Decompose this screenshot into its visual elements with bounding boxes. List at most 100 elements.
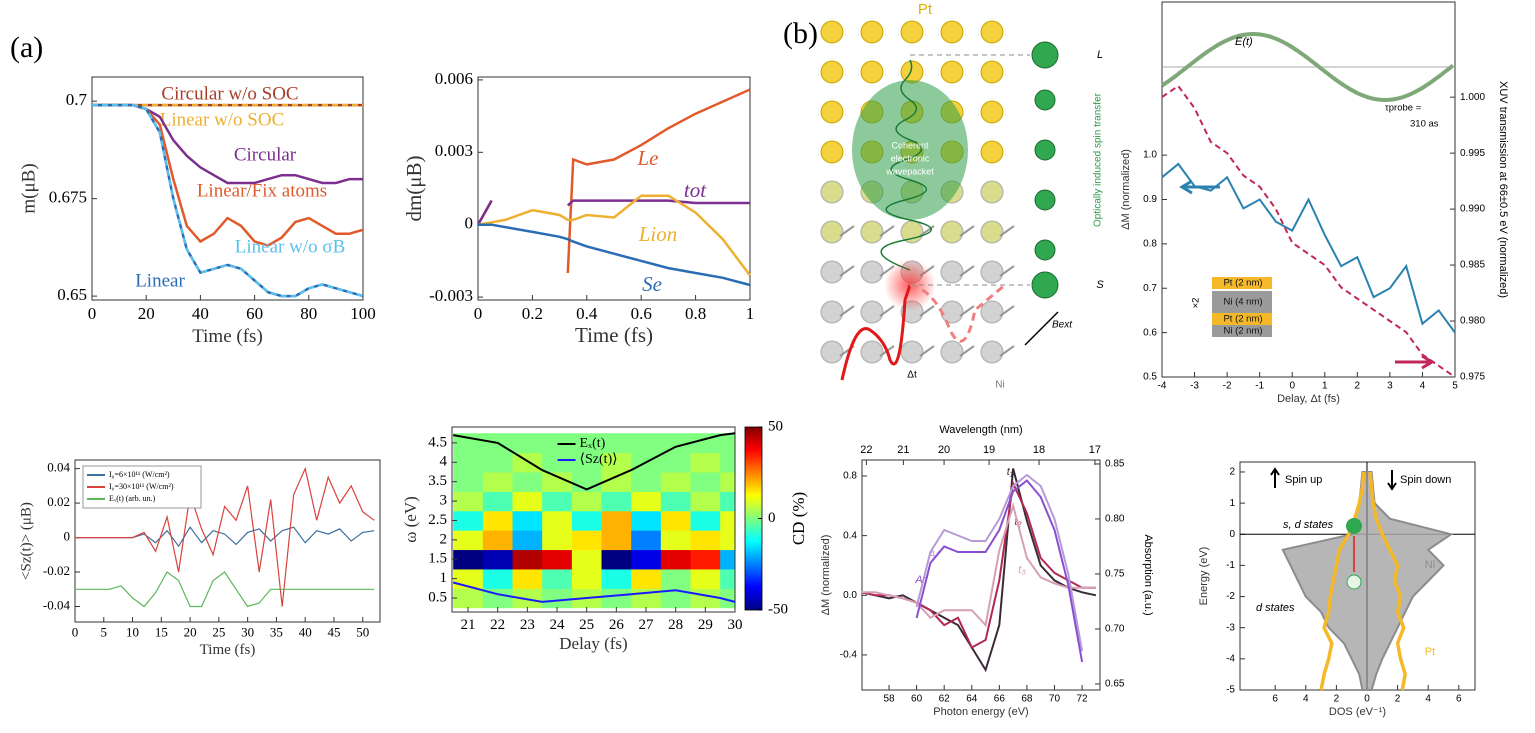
heat-cell <box>571 452 603 473</box>
series-line <box>476 199 750 226</box>
chart: 0 20 40 60 80 100 0.65 0.675 0.7 Time (fs) m(μB) Ci… <box>18 76 376 347</box>
series-label: Pt <box>1425 646 1435 658</box>
x-tick-label: 0 <box>72 625 79 640</box>
x-tick-label: 15 <box>155 625 168 640</box>
colorbar-label: CD (%) <box>789 492 808 545</box>
spin-arrow <box>999 265 1015 277</box>
y-tick-label: 0 <box>1229 529 1235 540</box>
plot-frame <box>451 426 736 613</box>
spin-arrow <box>919 305 935 317</box>
spin-ball <box>1034 139 1056 161</box>
series-line <box>477 194 751 277</box>
spin-ball <box>1034 89 1056 111</box>
heat-cell <box>453 471 484 492</box>
annotation: s, d states <box>1283 519 1334 531</box>
series-label: tot <box>684 178 707 202</box>
spin-arrow <box>959 345 975 357</box>
heat-cell <box>512 433 543 454</box>
atom <box>820 100 844 124</box>
chart: -4 -3 -2 -1 0 1 2 3 4 5 0.5 0.6 0.7 0.8 0.9 1.0 0.975 0.9… <box>1120 1 1509 405</box>
annotation: Ni (4 nm) <box>1223 297 1262 308</box>
heat-cell <box>601 433 632 454</box>
x-axis-label: Delay, Δt (fs) <box>1277 393 1340 405</box>
atom <box>860 260 884 284</box>
x-tick-label: 62 <box>939 694 951 705</box>
x-tick-label: 21 <box>461 617 476 633</box>
spin-arrow <box>839 225 855 237</box>
x-tick-label: 40 <box>299 625 312 640</box>
x-tick-label: 0.4 <box>576 304 598 323</box>
plot-frame <box>861 459 1101 691</box>
spin-ball <box>1031 271 1059 299</box>
series-label: Linear <box>135 270 185 291</box>
arrow <box>1179 179 1220 195</box>
y-tick-label: 0.9 <box>1143 194 1157 205</box>
heat-cell <box>660 510 692 531</box>
heat-cell <box>690 433 721 454</box>
heat-cell <box>542 588 573 609</box>
x-axis-label: Time (fs) <box>200 642 256 658</box>
spin-arrow <box>959 265 975 277</box>
atom <box>820 140 844 164</box>
y2-tick-label: 0.75 <box>1105 569 1125 580</box>
atom <box>820 220 844 244</box>
plot-frame <box>477 76 751 301</box>
hole <box>1346 574 1362 590</box>
y-tick-label: 2.5 <box>428 512 447 528</box>
x-tick-label: 2 <box>1334 694 1340 705</box>
series-label: t₁ <box>1007 466 1014 478</box>
heat-cell <box>690 530 721 551</box>
series-label: Le <box>637 146 659 170</box>
x2-tick-label: 20 <box>938 444 950 456</box>
heat-cell <box>601 452 632 473</box>
y-tick-label: 0.6 <box>1143 327 1157 338</box>
series-line <box>1161 162 1456 334</box>
y-tick-label: -5 <box>1226 685 1235 696</box>
spin-arrow <box>879 225 895 237</box>
heat-cell <box>720 433 735 454</box>
wavepacket-label: wavepacket <box>885 166 934 176</box>
atom <box>860 220 884 244</box>
x-tick-label: 0 <box>1289 381 1295 392</box>
x2-axis-label: Wavelength (nm) <box>939 424 1022 436</box>
x-tick-label: 23 <box>520 617 535 633</box>
series-label: Circular w/o SOC <box>161 83 298 104</box>
wavepacket-wave <box>880 59 932 271</box>
heat-cell <box>601 471 632 492</box>
wavepacket-label: Coherent <box>891 140 929 150</box>
y-tick-label: -2 <box>1226 591 1235 602</box>
annotation: ×2 <box>1191 298 1202 309</box>
heat-cell <box>571 491 603 512</box>
x-tick-label: 1 <box>1322 381 1328 392</box>
y-tick-label: -0.04 <box>43 597 71 612</box>
spin-arrow <box>839 265 855 277</box>
series-line <box>1161 84 1456 378</box>
atom <box>820 260 844 284</box>
annotation: 310 as <box>1410 119 1439 130</box>
transfer-path <box>909 283 1006 343</box>
y-tick-label: 0.8 <box>843 471 857 482</box>
spin-down-arrow <box>1387 470 1397 491</box>
x-tick-label: 0 <box>474 304 483 323</box>
heat-cell <box>482 568 514 589</box>
series-line <box>75 526 375 548</box>
heat-cell <box>453 588 484 609</box>
atom <box>980 220 1004 244</box>
electron <box>1346 518 1362 534</box>
x-tick-label: 25 <box>579 617 594 633</box>
series-line <box>915 479 1084 663</box>
y-tick-label: 0.7 <box>1143 283 1157 294</box>
spin-arrow <box>839 305 855 317</box>
colorbar-tick-label: 0 <box>768 510 776 526</box>
annotation: Spin down <box>1400 474 1451 486</box>
annotation: Pt (2 nm) <box>1223 314 1262 325</box>
y-axis-label: ΔM (normalized) <box>1120 149 1132 230</box>
heat-cell <box>601 510 632 531</box>
heat-cell <box>601 549 632 570</box>
x-tick-label: 30 <box>241 625 254 640</box>
heat-cell <box>720 471 735 492</box>
arrow <box>1395 354 1435 370</box>
transfer-label: Optically induced spin transfer <box>1093 92 1104 227</box>
x-tick-label: 60 <box>246 304 263 323</box>
